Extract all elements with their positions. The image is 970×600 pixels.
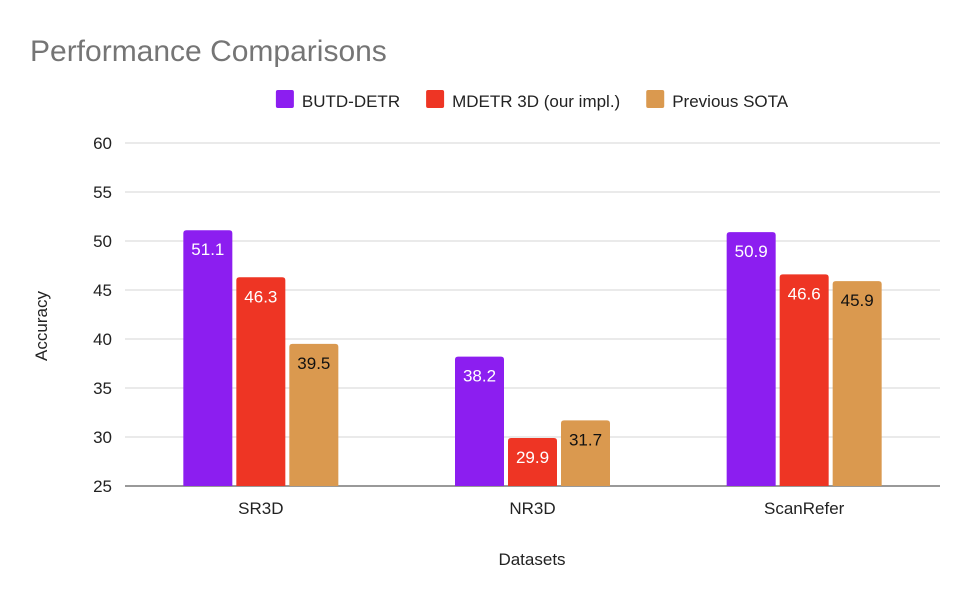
x-axis-ticks: SR3D NR3D ScanRefer: [238, 499, 845, 518]
legend-label: Previous SOTA: [672, 92, 789, 111]
bar: [183, 230, 233, 486]
y-axis-ticks: 25 30 35 40 45 50 55 60: [93, 134, 112, 496]
bar: [561, 420, 610, 486]
x-tick-label: SR3D: [238, 499, 283, 518]
legend-swatch: [646, 90, 665, 108]
legend-label: MDETR 3D (our impl.): [452, 92, 620, 111]
bar: [832, 281, 882, 486]
bar-value-label: 45.9: [841, 291, 874, 310]
y-tick-label: 60: [93, 134, 112, 153]
y-tick-label: 55: [93, 183, 112, 202]
x-axis-title: Datasets: [498, 550, 565, 569]
bar: [289, 343, 339, 486]
y-tick-label: 45: [93, 281, 112, 300]
legend-swatch: [426, 90, 445, 108]
bar-value-label: 39.5: [297, 354, 330, 373]
legend: BUTD-DETR MDETR 3D (our impl.) Previous SO…: [275, 90, 789, 111]
bar: [236, 277, 286, 486]
bar: [779, 274, 829, 486]
bar-value-label: 46.3: [244, 287, 277, 306]
y-axis-title: Accuracy: [32, 291, 51, 361]
chart-title: Performance Comparisons: [30, 35, 387, 68]
bar-value-label: 51.1: [191, 240, 224, 259]
bars: 51.1 46.3 39.5 38.2 29.9 31.7 50.9 46.6 45.9: [183, 230, 882, 486]
bar-value-label: 50.9: [735, 242, 768, 261]
y-tick-label: 40: [93, 330, 112, 349]
x-tick-label: NR3D: [509, 499, 555, 518]
y-tick-label: 30: [93, 428, 112, 447]
bar-value-label: 46.6: [788, 284, 821, 303]
bar: [508, 437, 557, 486]
x-tick-label: ScanRefer: [764, 499, 845, 518]
bar-value-label: 38.2: [463, 367, 496, 386]
bar-value-label: 31.7: [569, 430, 602, 449]
bar: [455, 356, 504, 486]
bar-value-label: 29.9: [516, 448, 549, 467]
legend-swatch: [275, 90, 294, 108]
bar: [726, 232, 776, 486]
y-tick-label: 25: [93, 477, 112, 496]
y-tick-label: 50: [93, 232, 112, 251]
legend-label: BUTD-DETR: [302, 92, 400, 111]
y-tick-label: 35: [93, 379, 112, 398]
